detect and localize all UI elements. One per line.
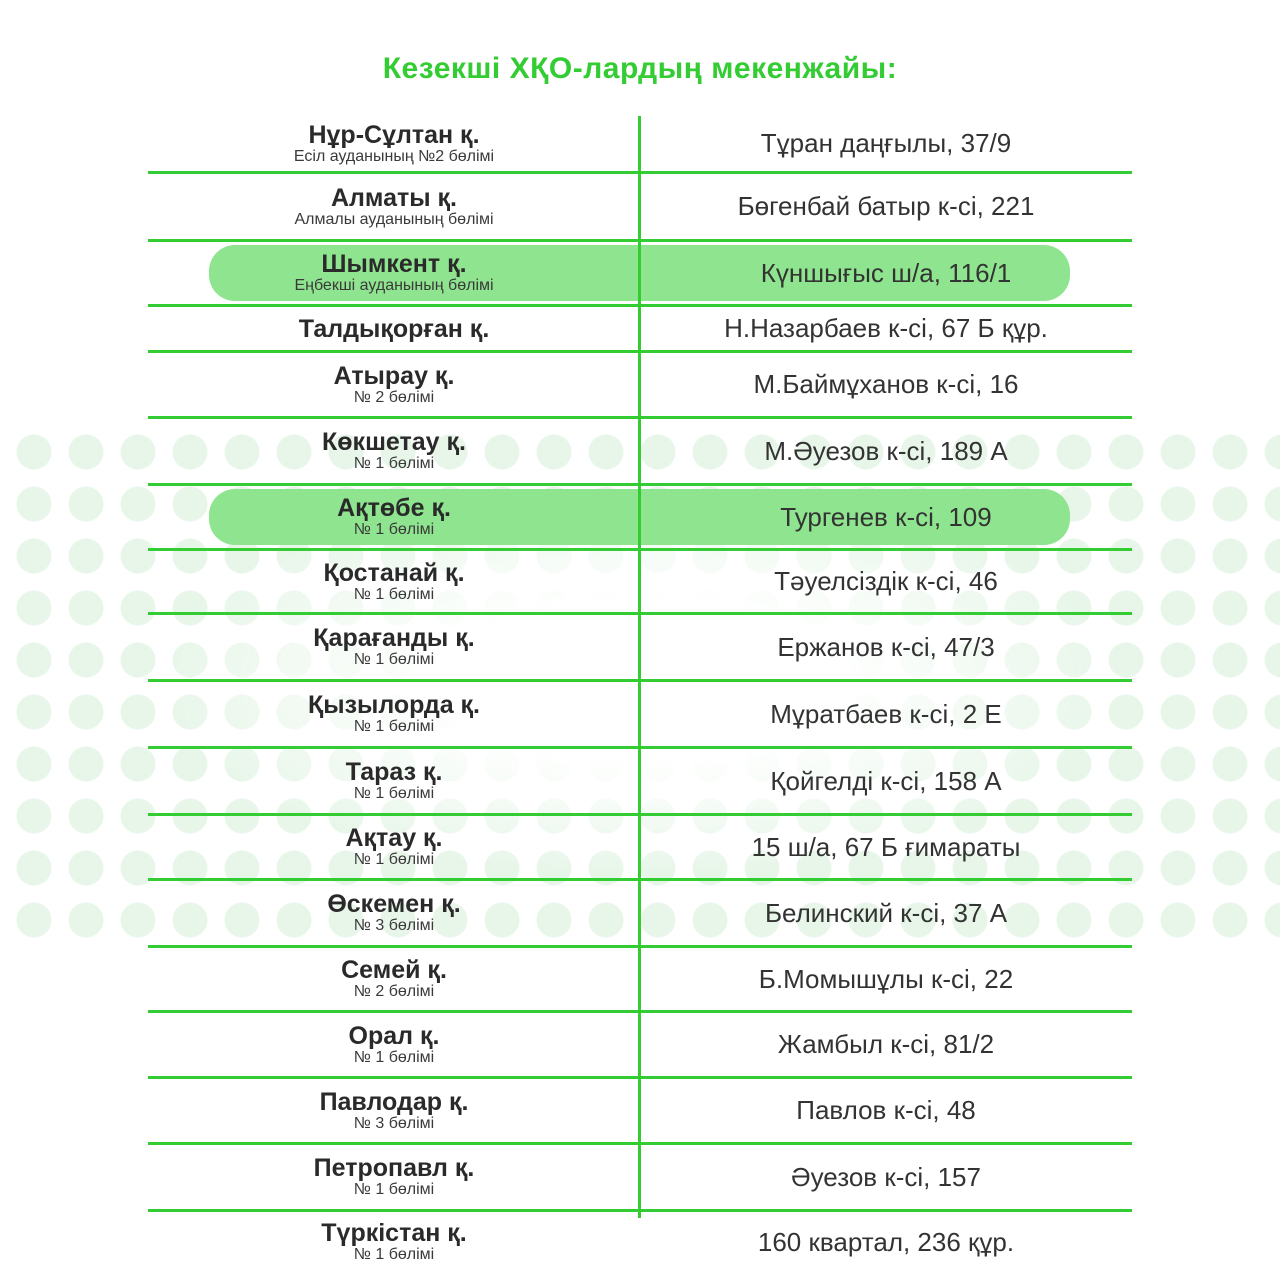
department-name: № 1 бөлімі xyxy=(353,1181,435,1198)
department-name: № 1 бөлімі xyxy=(353,455,435,472)
table-row: Петропавл қ. № 1 бөлімі Әуезов к-сі, 157 xyxy=(148,1145,1132,1212)
city-cell: Өскемен қ. № 3 бөлімі xyxy=(148,881,640,945)
department-name: № 2 бөлімі xyxy=(353,983,435,1000)
address-cell: Күншығыс ш/а, 116/1 xyxy=(640,242,1132,304)
address-text: Павлов к-сі, 48 xyxy=(796,1095,976,1125)
city-cell: Ақтау қ. № 1 бөлімі xyxy=(148,816,640,878)
address-text: Н.Назарбаев к-сі, 67 Б құр. xyxy=(724,313,1048,343)
city-cell: Ақтөбе қ. № 1 бөлімі xyxy=(148,486,640,548)
city-cell: Қарағанды қ. № 1 бөлімі xyxy=(148,615,640,679)
city-name: Қостанай қ. xyxy=(323,558,465,587)
address-text: Жамбыл к-сі, 81/2 xyxy=(777,1029,995,1059)
city-name: Қызылорда қ. xyxy=(307,691,481,719)
city-name: Ақтөбе қ. xyxy=(337,494,451,522)
address-cell: Белинский к-сі, 37 А xyxy=(640,881,1132,945)
city-cell: Шымкент қ. Еңбекші ауданының бөлімі xyxy=(148,242,640,304)
city-name: Көкшетау қ. xyxy=(322,428,466,456)
address-cell: М.Әуезов к-сі, 189 А xyxy=(640,419,1132,483)
city-name: Талдықорған қ. xyxy=(298,314,490,343)
address-text: 15 ш/а, 67 Б ғимараты xyxy=(751,831,1021,862)
department-name: № 1 бөлімі xyxy=(353,585,435,603)
address-text: 160 квартал, 236 құр. xyxy=(757,1226,1015,1257)
city-name: Орал қ. xyxy=(348,1021,440,1050)
address-cell: Мұратбаев к-сі, 2 Е xyxy=(640,682,1132,746)
address-cell: Қойгелді к-сі, 158 А xyxy=(640,749,1132,813)
city-cell: Петропавл қ. № 1 бөлімі xyxy=(148,1145,640,1209)
department-name: Еңбекші ауданының бөлімі xyxy=(294,277,494,294)
department-name: № 1 бөлімі xyxy=(353,651,435,668)
address-cell: Тургенев к-сі, 109 xyxy=(640,486,1132,548)
city-name: Семей қ. xyxy=(341,956,447,984)
city-cell: Қызылорда қ. № 1 бөлімі xyxy=(148,682,640,746)
column-divider xyxy=(638,116,641,1218)
address-text: Ержанов к-сі, 47/3 xyxy=(777,631,995,662)
city-name: Тараз қ. xyxy=(345,758,443,786)
address-cell: Тұран даңғылы, 37/9 xyxy=(640,116,1132,171)
address-text: Бөгенбай батыр к-сі, 221 xyxy=(737,191,1035,221)
city-name: Алматы қ. xyxy=(330,183,457,212)
city-name: Қарағанды қ. xyxy=(313,624,475,652)
address-text: Тургенев к-сі, 109 xyxy=(780,501,992,532)
address-text: Тәуелсіздік к-сі, 46 xyxy=(774,566,998,596)
city-cell: Көкшетау қ. № 1 бөлімі xyxy=(148,419,640,483)
address-cell: 160 квартал, 236 құр. xyxy=(640,1212,1132,1272)
address-text: Күншығыс ш/а, 116/1 xyxy=(760,257,1012,288)
address-cell: М.Баймұханов к-сі, 16 xyxy=(640,353,1132,416)
city-cell: Семей қ. № 2 бөлімі xyxy=(148,948,640,1010)
address-text: Белинский к-сі, 37 А xyxy=(764,897,1008,928)
city-cell: Алматы қ. Алмалы ауданының бөлімі xyxy=(148,174,640,239)
department-name: № 1 бөлімі xyxy=(353,785,435,802)
address-cell: Ержанов к-сі, 47/3 xyxy=(640,615,1132,679)
address-cell: Жамбыл к-сі, 81/2 xyxy=(640,1013,1132,1076)
city-cell: Атырау қ. № 2 бөлімі xyxy=(148,353,640,416)
city-cell: Түркістан қ. № 1 бөлімі xyxy=(148,1212,640,1272)
address-cell: Әуезов к-сі, 157 xyxy=(640,1145,1132,1209)
address-cell: Бөгенбай батыр к-сі, 221 xyxy=(640,174,1132,239)
address-table: Нұр-Сұлтан қ. Есіл ауданының №2 бөлімі Тұр… xyxy=(148,116,1132,1272)
department-name: Есіл ауданының №2 бөлімі xyxy=(293,147,495,165)
city-cell: Тараз қ. № 1 бөлімі xyxy=(148,749,640,813)
city-cell: Орал қ. № 1 бөлімі xyxy=(148,1013,640,1076)
department-name: № 1 бөлімі xyxy=(353,1048,435,1066)
city-name: Ақтау қ. xyxy=(345,824,443,852)
department-name: № 1 бөлімі xyxy=(353,521,435,538)
department-name: № 1 бөлімі xyxy=(353,851,435,868)
city-name: Павлодар қ. xyxy=(319,1087,469,1116)
address-text: Әуезов к-сі, 157 xyxy=(791,1161,981,1192)
department-name: № 1 бөлімі xyxy=(353,1246,435,1263)
city-cell: Нұр-Сұлтан қ. Есіл ауданының №2 бөлімі xyxy=(148,116,640,171)
city-cell: Павлодар қ. № 3 бөлімі xyxy=(148,1079,640,1142)
address-text: М.Баймұханов к-сі, 16 xyxy=(753,369,1019,399)
address-text: Тұран даңғылы, 37/9 xyxy=(760,128,1012,158)
address-cell: Павлов к-сі, 48 xyxy=(640,1079,1132,1142)
table-row: Түркістан қ. № 1 бөлімі 160 квартал, 236 қ… xyxy=(148,1212,1132,1272)
address-text: Мұратбаев к-сі, 2 Е xyxy=(770,698,1002,729)
address-cell: Тәуелсіздік к-сі, 46 xyxy=(640,551,1132,612)
page-title: Кезекші ХҚО-лардың мекенжайы: xyxy=(382,52,898,85)
address-cell: Н.Назарбаев к-сі, 67 Б құр. xyxy=(640,307,1132,350)
department-name: № 1 бөлімі xyxy=(353,718,435,735)
city-cell: Талдықорған қ. xyxy=(148,307,640,350)
address-text: М.Әуезов к-сі, 189 А xyxy=(764,435,1008,466)
city-cell: Қостанай қ. № 1 бөлімі xyxy=(148,551,640,612)
department-name: Алмалы ауданының бөлімі xyxy=(294,210,494,228)
address-cell: Б.Момышұлы к-сі, 22 xyxy=(640,948,1132,1010)
department-name: № 3 бөлімі xyxy=(353,917,435,934)
city-name: Атырау қ. xyxy=(333,361,455,390)
city-name: Өскемен қ. xyxy=(327,890,461,918)
city-name: Түркістан қ. xyxy=(321,1219,467,1247)
department-name: № 3 бөлімі xyxy=(353,1114,435,1132)
city-name: Шымкент қ. xyxy=(321,250,467,278)
address-cell: 15 ш/а, 67 Б ғимараты xyxy=(640,816,1132,878)
city-name: Нұр-Сұлтан қ. xyxy=(308,120,480,149)
city-name: Петропавл қ. xyxy=(313,1154,475,1182)
address-text: Қойгелді к-сі, 158 А xyxy=(770,765,1002,796)
department-name: № 2 бөлімі xyxy=(353,388,435,406)
address-text: Б.Момышұлы к-сі, 22 xyxy=(758,963,1014,994)
